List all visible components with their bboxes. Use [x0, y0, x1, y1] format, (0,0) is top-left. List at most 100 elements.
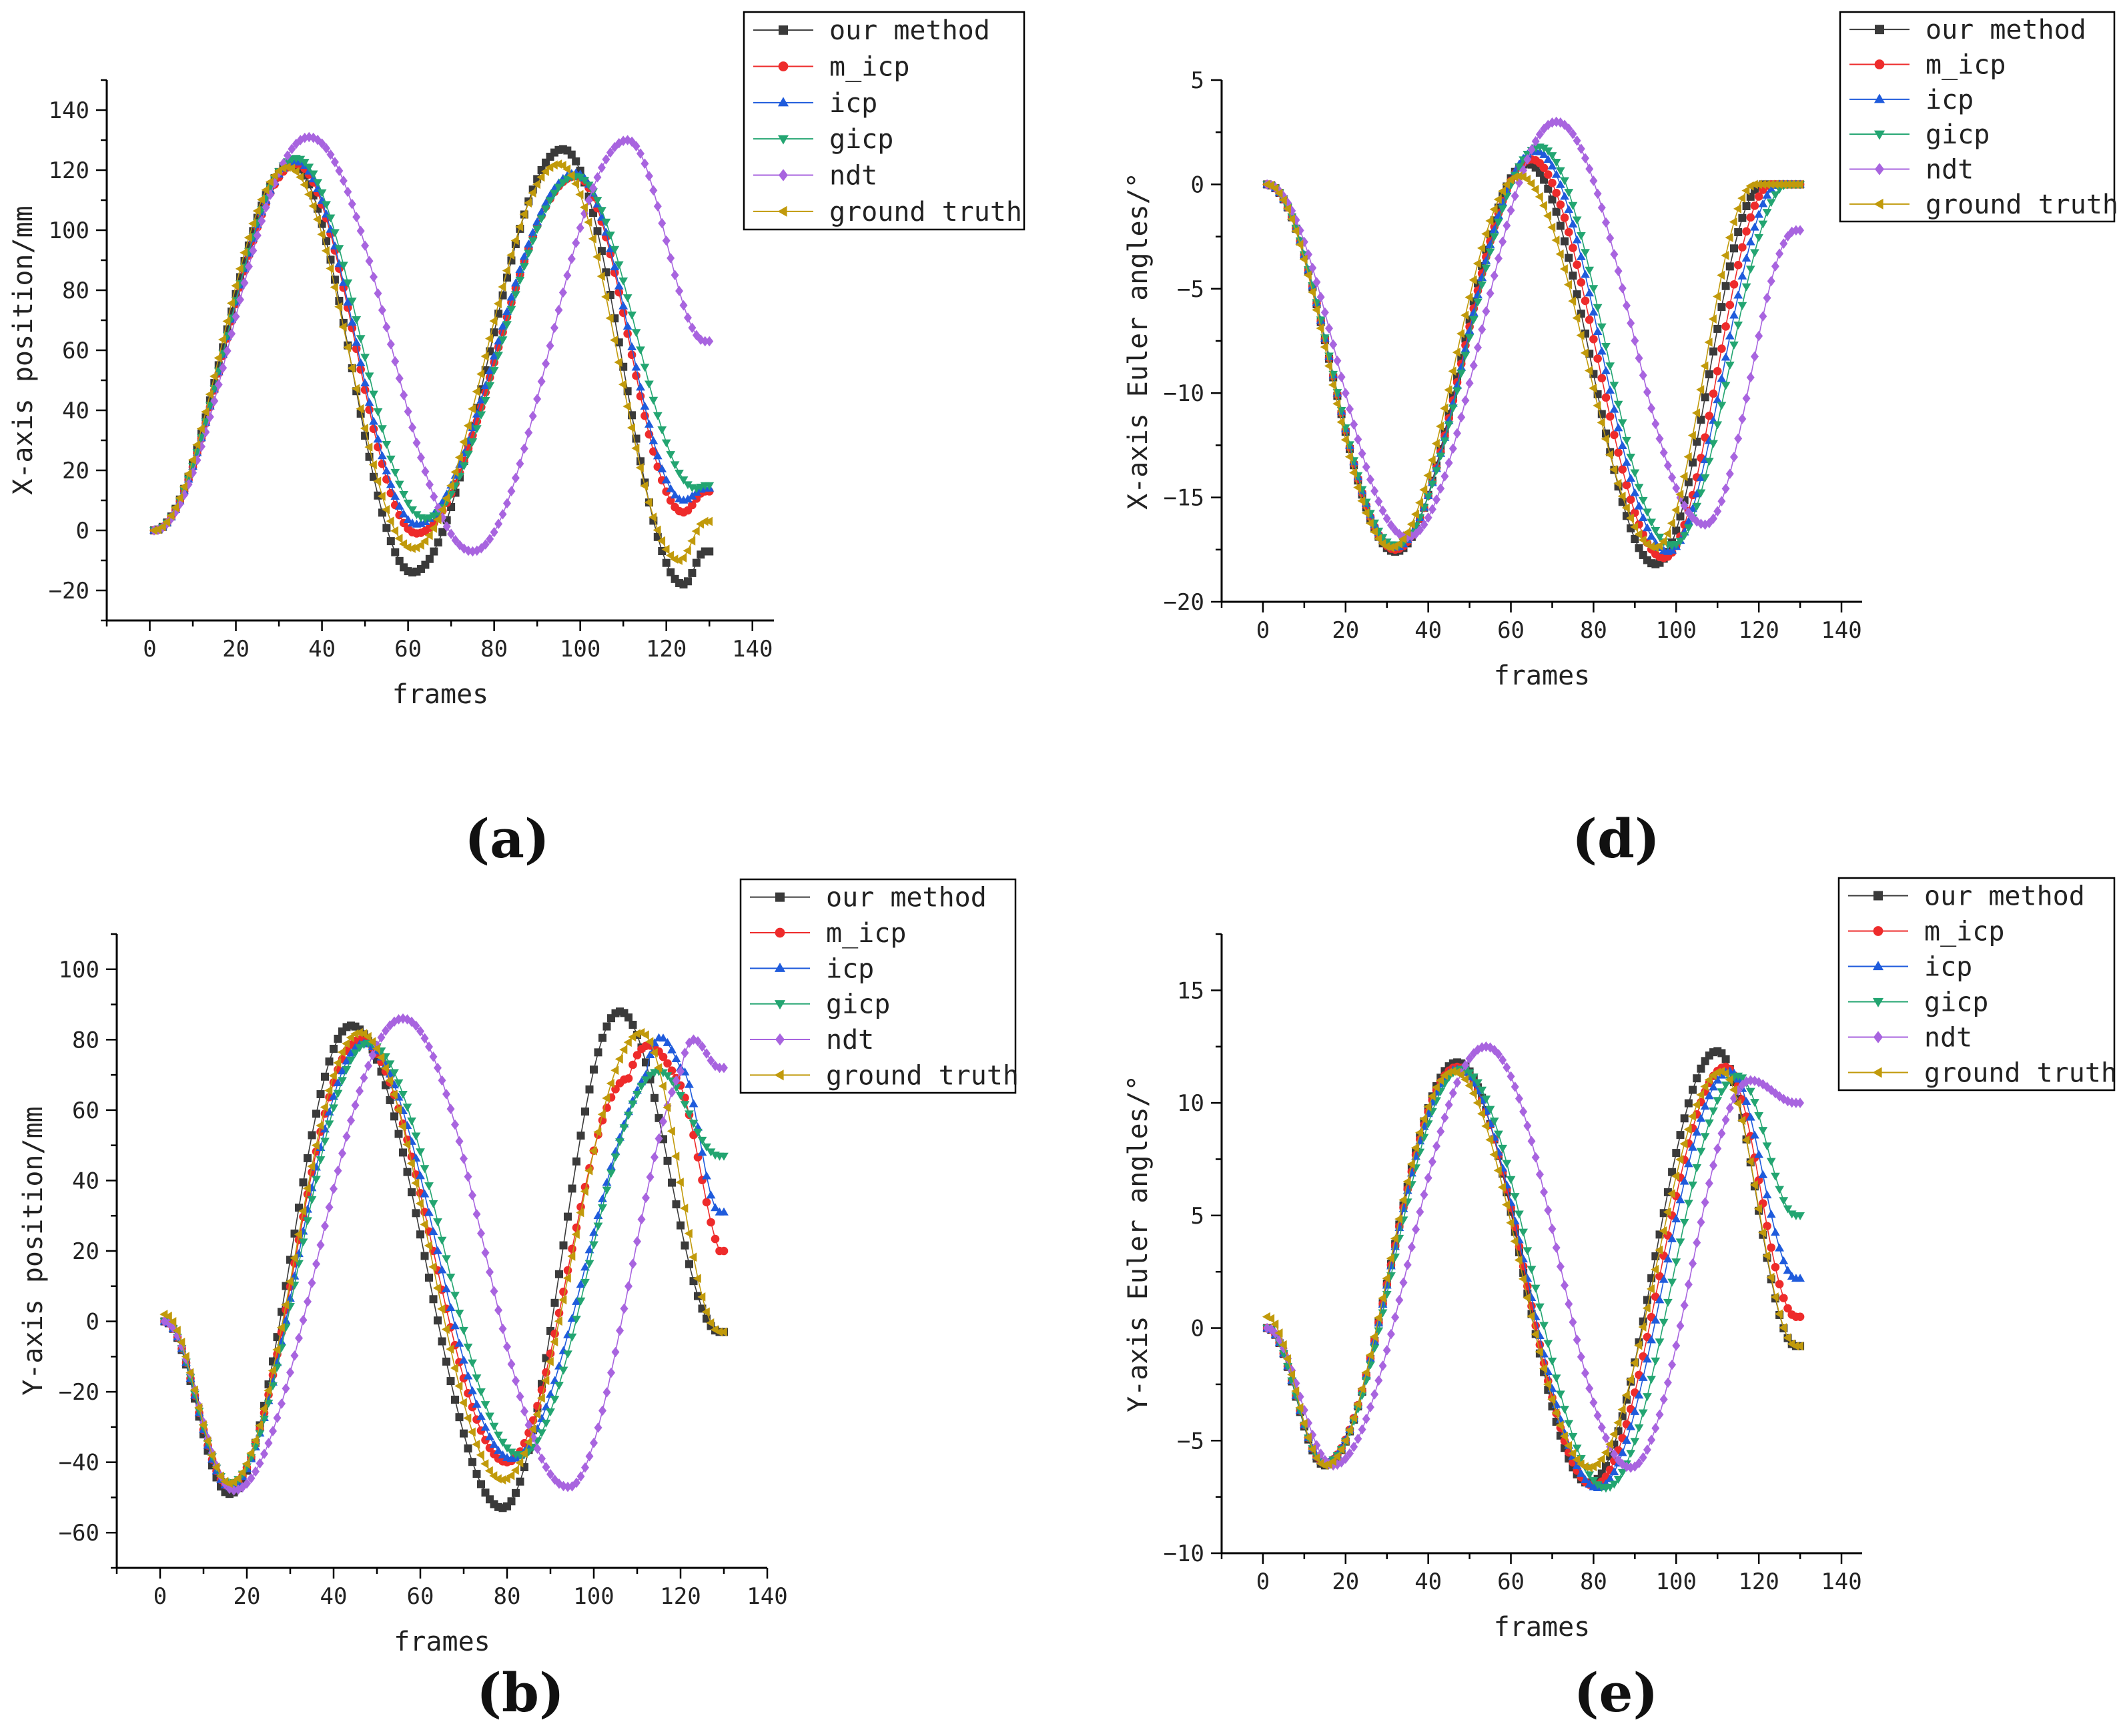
data-point — [390, 526, 399, 536]
legend-item: our method — [1849, 15, 2086, 45]
data-point — [222, 316, 231, 326]
data-point — [567, 1333, 577, 1342]
data-point — [1754, 192, 1763, 201]
data-point — [1402, 1177, 1411, 1186]
data-point — [304, 1154, 312, 1162]
data-point — [1589, 383, 1597, 393]
data-point — [546, 1389, 555, 1398]
panel-label-b: (b) — [476, 1661, 564, 1724]
data-point — [1448, 443, 1457, 454]
data-point — [1569, 1316, 1577, 1328]
data-point — [1655, 1295, 1665, 1304]
data-point — [1775, 1186, 1785, 1194]
data-point — [1507, 1071, 1515, 1082]
data-point — [214, 353, 222, 363]
data-point — [698, 1041, 707, 1052]
data-point — [1274, 1328, 1283, 1338]
data-point — [1687, 430, 1696, 440]
data-point — [1684, 507, 1693, 518]
data-point — [1725, 1103, 1734, 1114]
data-point — [1543, 1380, 1552, 1389]
data-point — [458, 1398, 467, 1408]
y-tick-label: 0 — [76, 518, 89, 544]
data-point — [201, 407, 209, 417]
data-point — [1577, 278, 1586, 287]
x-tick-label: 100 — [1656, 1569, 1697, 1595]
legend-swatch-marker — [1873, 891, 1883, 901]
data-point — [580, 177, 590, 185]
data-point — [1667, 1234, 1677, 1242]
series-line — [153, 136, 710, 552]
data-point — [1696, 489, 1706, 498]
legend-swatch-marker — [1872, 961, 1884, 971]
data-point — [317, 230, 326, 240]
y-tick-label: 60 — [62, 338, 89, 364]
data-point — [460, 1153, 468, 1164]
series-our-method — [1263, 159, 1805, 568]
x-tick-label: 20 — [1332, 1569, 1359, 1595]
data-point — [205, 390, 214, 399]
data-point — [563, 1266, 572, 1275]
data-point — [545, 1357, 554, 1366]
legend-swatch-marker — [1875, 163, 1884, 175]
data-point — [614, 281, 624, 290]
data-point — [1705, 412, 1714, 420]
data-point — [255, 1420, 264, 1430]
data-point — [502, 266, 510, 276]
data-point — [1552, 1242, 1561, 1253]
data-point — [320, 1102, 328, 1112]
data-point — [1676, 1131, 1685, 1140]
data-point — [651, 1094, 659, 1102]
data-point — [1473, 290, 1482, 298]
data-point — [605, 232, 615, 240]
data-point — [675, 286, 684, 296]
data-point — [572, 1157, 580, 1166]
data-point — [485, 1432, 494, 1440]
data-point — [579, 202, 588, 212]
data-point — [1498, 197, 1508, 206]
data-point — [707, 1055, 715, 1066]
data-point — [494, 518, 503, 530]
data-point — [498, 282, 506, 292]
data-point — [1382, 1274, 1390, 1283]
data-point — [1559, 264, 1568, 274]
data-point — [1631, 534, 1639, 543]
data-point — [1589, 307, 1599, 316]
data-point — [1531, 1284, 1541, 1293]
data-point — [662, 558, 671, 567]
data-point — [1742, 227, 1751, 236]
data-point — [1378, 505, 1387, 516]
data-point — [408, 422, 417, 433]
data-point — [350, 1043, 360, 1051]
data-point — [1745, 266, 1755, 274]
data-point — [1561, 1280, 1569, 1291]
data-point — [632, 1090, 642, 1099]
data-point — [1353, 1399, 1362, 1409]
data-point — [677, 1221, 685, 1230]
data-point — [1535, 1169, 1544, 1180]
data-point — [1737, 1116, 1746, 1126]
data-point — [412, 1209, 420, 1218]
data-point — [622, 402, 631, 411]
data-point — [1489, 1118, 1499, 1126]
data-point — [719, 1246, 729, 1256]
data-point — [593, 1127, 602, 1137]
data-point — [1448, 1088, 1457, 1099]
data-point — [1497, 1182, 1506, 1192]
data-point — [670, 554, 679, 564]
data-point — [1741, 185, 1750, 195]
data-point — [1357, 1384, 1366, 1394]
data-point — [1354, 1433, 1362, 1444]
data-point — [1460, 344, 1470, 353]
y-tick-label: −60 — [59, 1520, 99, 1547]
data-point — [1378, 1293, 1386, 1303]
data-point — [1531, 135, 1540, 147]
data-point — [1738, 1079, 1747, 1090]
data-point — [689, 1099, 699, 1108]
data-point — [1721, 1055, 1730, 1063]
data-point — [1440, 437, 1450, 446]
data-point — [1303, 1432, 1312, 1442]
data-point — [177, 1338, 185, 1347]
data-point — [1643, 523, 1652, 532]
data-point — [1655, 1230, 1664, 1239]
